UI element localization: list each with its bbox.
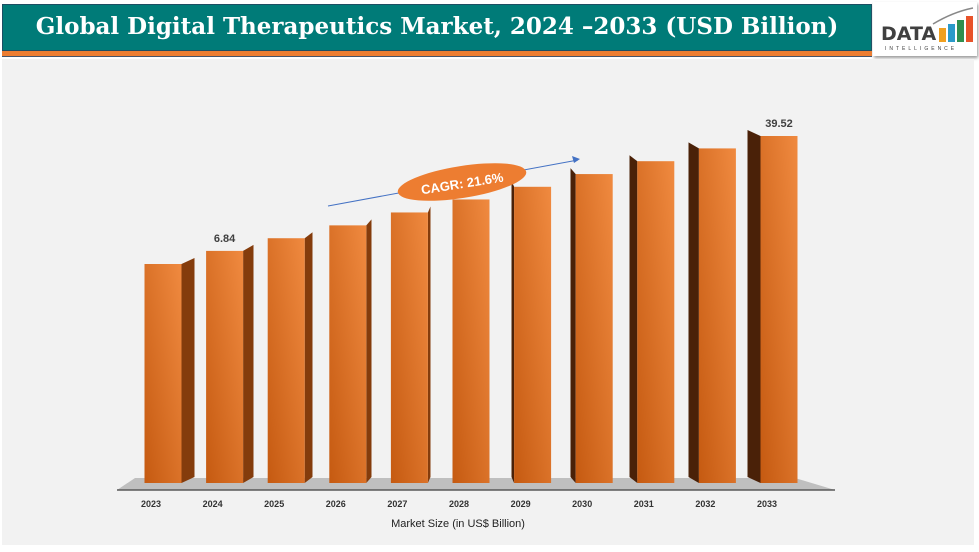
bar-2023: [144, 264, 182, 483]
bar-2029: [514, 186, 552, 483]
bar-side: [688, 142, 699, 483]
bar-side: [243, 244, 254, 483]
bar-2030: [575, 174, 613, 483]
logo-graphic: DATA INTELLIGENCE: [881, 7, 974, 52]
title-accent-stripe: [2, 51, 872, 57]
bar-2031: [637, 161, 675, 484]
chart-title: Global Digital Therapeutics Market, 2024…: [35, 13, 839, 40]
bar-2026: [329, 225, 367, 484]
x-tick-label: 2029: [511, 499, 531, 509]
bar-side: [366, 219, 372, 484]
bar-side: [629, 155, 638, 484]
x-tick-label: 2027: [387, 499, 407, 509]
bar-2024: [206, 250, 244, 483]
bar-side: [304, 232, 313, 483]
bar-side: [747, 130, 761, 483]
x-tick-label: 2031: [634, 499, 654, 509]
x-tick-label: 2028: [449, 499, 469, 509]
x-tick-label: 2024: [203, 499, 223, 509]
data-label: 39.52: [765, 118, 793, 130]
bar-side: [427, 206, 431, 483]
bar-side: [181, 258, 195, 483]
svg-text:DATA: DATA: [881, 23, 936, 45]
x-tick-label: 2025: [264, 499, 284, 509]
title-bar: Global Digital Therapeutics Market, 2024…: [2, 4, 872, 51]
x-tick-label: 2026: [326, 499, 346, 509]
bar-side: [511, 180, 515, 483]
bar-2027: [390, 212, 428, 483]
logo: DATA INTELLIGENCE: [873, 2, 977, 56]
bar-2032: [698, 148, 736, 483]
svg-text:INTELLIGENCE: INTELLIGENCE: [885, 46, 957, 52]
x-tick-label: 2030: [572, 499, 592, 509]
x-axis-title: Market Size (in US$ Billion): [391, 518, 525, 530]
x-tick-label: 2033: [757, 499, 777, 509]
bar-side: [570, 168, 576, 483]
data-label: 6.84: [214, 233, 236, 245]
x-tick-label: 2032: [695, 499, 715, 509]
cagr-arrow-head: [572, 156, 580, 163]
bar-2025: [267, 238, 305, 483]
cagr-ellipse: [397, 163, 527, 201]
x-tick-label: 2023: [141, 499, 161, 509]
bar-2033: [760, 136, 798, 483]
bar-2028: [452, 199, 490, 484]
